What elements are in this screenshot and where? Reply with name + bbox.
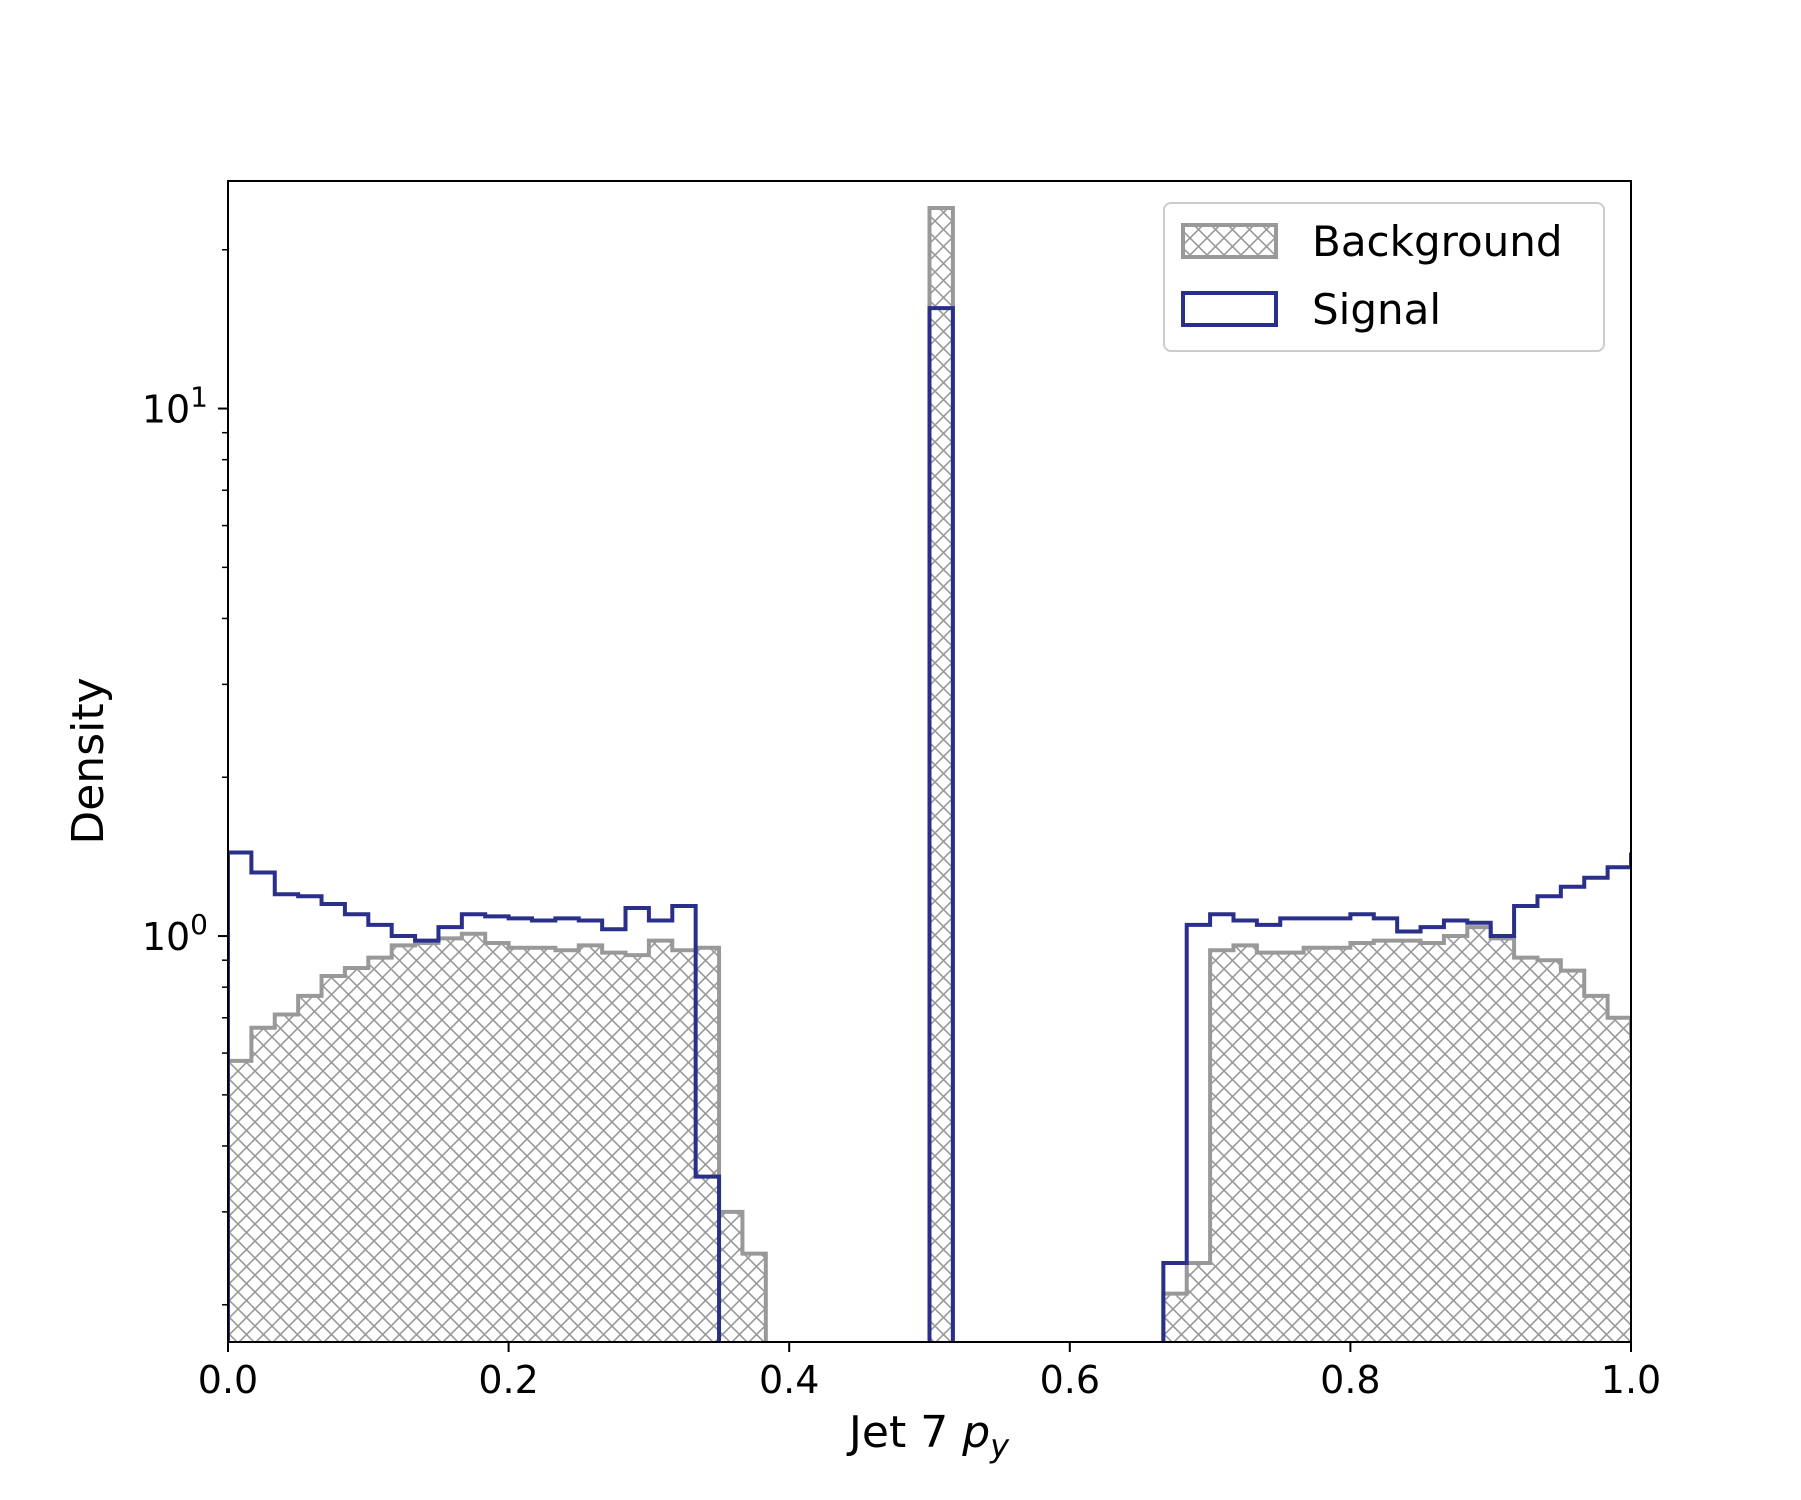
background-bar — [1490, 938, 1515, 1342]
x-tick-label: 0.8 — [1320, 1358, 1380, 1402]
background-bar — [578, 945, 603, 1342]
background-bar — [321, 975, 345, 1342]
background-bar — [695, 947, 720, 1342]
legend-swatch-background — [1181, 223, 1278, 259]
background-bar — [719, 1211, 743, 1342]
axes-frame — [227, 180, 1632, 1343]
y-axis: 100 101 — [142, 249, 228, 1306]
background-bar — [1443, 936, 1468, 1342]
signal-outline — [228, 306, 1631, 1342]
background-bar — [602, 952, 626, 1342]
background-bar — [1163, 1293, 1187, 1342]
background-bar — [461, 933, 486, 1342]
background-bar — [415, 943, 439, 1342]
x-tick-label: 0.6 — [1040, 1358, 1100, 1402]
background-bar — [274, 1014, 299, 1342]
background-bar — [1233, 945, 1257, 1342]
background-bar — [1350, 943, 1374, 1342]
x-axis-title: Jet 7 py — [846, 1407, 1010, 1465]
background-bar — [1373, 940, 1398, 1342]
background-bar — [1537, 960, 1561, 1342]
background-bar — [1256, 952, 1281, 1342]
y-tick-label: 101 — [142, 381, 208, 432]
background-bar — [648, 940, 673, 1342]
background-bar — [742, 1253, 766, 1342]
background-bar — [251, 1027, 275, 1342]
background-bar — [1327, 947, 1351, 1342]
background-bar — [228, 1060, 252, 1342]
background-bar — [531, 947, 556, 1342]
background-bar — [1210, 950, 1234, 1342]
background-bar — [625, 955, 649, 1342]
background-bar — [1397, 940, 1421, 1342]
background-bar — [1280, 952, 1304, 1342]
background-bar — [929, 207, 953, 1342]
background-bar — [1514, 957, 1538, 1342]
background-bar — [368, 957, 392, 1342]
background-bar — [438, 938, 462, 1342]
background-bar — [1186, 1262, 1211, 1342]
legend-label-signal: Signal — [1312, 285, 1441, 334]
legend-swatch-signal — [1181, 291, 1278, 327]
background-bar — [508, 947, 532, 1342]
background-bar — [555, 950, 579, 1342]
series-signal — [228, 306, 1631, 1342]
background-bar — [1584, 995, 1608, 1342]
background-bar — [344, 967, 369, 1342]
x-tick-label: 0.0 — [198, 1358, 258, 1402]
background-bar — [1467, 927, 1491, 1342]
x-tick-label: 0.2 — [478, 1358, 538, 1402]
background-bar — [1420, 943, 1444, 1342]
plot-area — [228, 205, 1631, 1342]
background-bar — [1303, 947, 1328, 1342]
legend-label-background: Background — [1312, 217, 1563, 266]
background-bar — [485, 943, 509, 1342]
background-bar — [298, 995, 322, 1342]
x-tick-label: 0.4 — [759, 1358, 819, 1402]
x-tick-label: 1.0 — [1601, 1358, 1661, 1402]
y-tick-label: 100 — [142, 908, 208, 959]
background-bar — [672, 950, 696, 1342]
legend: Background Signal — [1163, 202, 1605, 352]
x-axis: 0.0 0.2 0.4 0.6 0.8 1.0 — [198, 1342, 1661, 1402]
background-bar — [1560, 970, 1585, 1342]
background-bar — [391, 945, 416, 1342]
y-axis-title: Density — [63, 677, 114, 844]
background-bar — [1607, 1017, 1631, 1342]
